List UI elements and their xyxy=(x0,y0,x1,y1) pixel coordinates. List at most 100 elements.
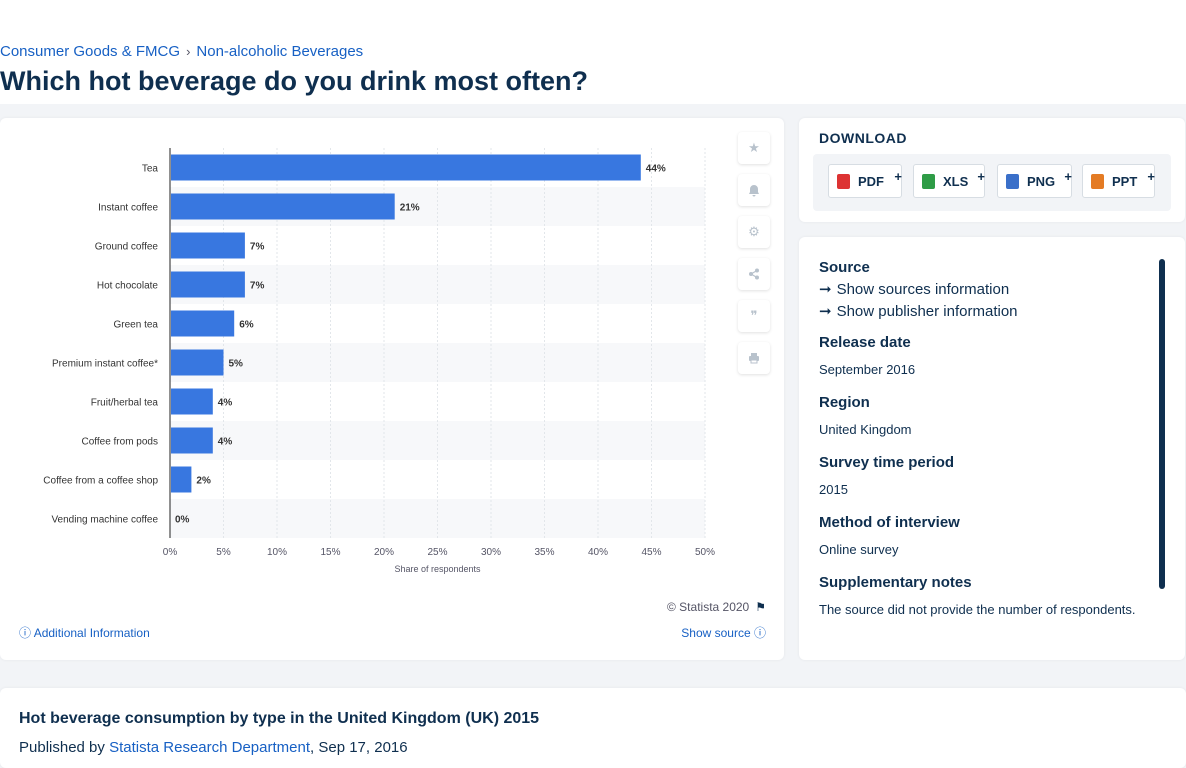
bar xyxy=(171,349,224,376)
release-date-label: Release date xyxy=(819,334,911,351)
category-label: Vending machine coffee xyxy=(51,515,158,526)
category-label: Hot chocolate xyxy=(97,281,159,292)
x-tick-label: 25% xyxy=(427,547,447,558)
quote-icon[interactable]: ❞ xyxy=(738,300,770,332)
x-tick-label: 5% xyxy=(216,547,231,558)
bar xyxy=(171,466,192,493)
show-source-link[interactable]: Show source ⓘ xyxy=(681,624,766,641)
bar xyxy=(171,427,213,454)
download-xls-button[interactable]: XLS + xyxy=(913,164,985,198)
category-label: Green tea xyxy=(114,320,159,331)
plus-icon: + xyxy=(977,169,985,184)
arrow-right-icon: ➞ xyxy=(819,303,832,320)
category-label: Premium instant coffee* xyxy=(52,359,158,370)
x-tick-label: 35% xyxy=(534,547,554,558)
chart-tools: ★ ⚙ ❞ xyxy=(738,132,770,384)
bar xyxy=(171,271,245,298)
published-by-label: Published by xyxy=(19,739,105,756)
category-label: Ground coffee xyxy=(95,242,159,253)
data-label: 21% xyxy=(400,203,420,214)
show-sources-link[interactable]: ➞ Show sources information xyxy=(819,280,1149,298)
x-tick-label: 30% xyxy=(481,547,501,558)
download-pdf-label: PDF xyxy=(858,173,884,189)
bar xyxy=(171,232,245,259)
data-label: 7% xyxy=(250,242,265,253)
download-card: DOWNLOAD PDF + XLS + PNG + PPT + xyxy=(799,118,1185,222)
bar-chart: 0% 5% 10% 15% 20% 25% 30% 35% 40% 45% 50% Tea 44% Ins… xyxy=(43,148,715,574)
bell-icon[interactable] xyxy=(738,174,770,206)
x-tick-label: 50% xyxy=(695,547,715,558)
png-icon xyxy=(1006,173,1019,189)
category-label: Instant coffee xyxy=(98,203,158,214)
bar xyxy=(171,388,213,415)
x-tick-label: 10% xyxy=(267,547,287,558)
additional-info-link[interactable]: ⓘ Additional Information xyxy=(19,624,150,641)
breadcrumb: Consumer Goods & FMCG › Non-alcoholic Be… xyxy=(0,43,363,60)
published-by: Published by Statista Research Departmen… xyxy=(19,739,408,756)
x-axis-title: Share of respondents xyxy=(394,564,481,574)
plus-icon: + xyxy=(894,169,902,184)
download-xls-label: XLS xyxy=(943,173,969,189)
survey-period-value: 2015 xyxy=(819,482,848,497)
show-publisher-link[interactable]: ➞ Show publisher information xyxy=(819,302,1149,320)
data-label: 0% xyxy=(175,515,190,526)
data-label: 2% xyxy=(196,476,211,487)
statistic-title: Hot beverage consumption by type in the … xyxy=(19,710,540,727)
breadcrumb-item-subcategory[interactable]: Non-alcoholic Beverages xyxy=(196,43,364,60)
download-title: DOWNLOAD xyxy=(819,130,907,146)
download-png-button[interactable]: PNG + xyxy=(997,164,1072,198)
bar xyxy=(171,154,641,181)
statistic-info-card: Hot beverage consumption by type in the … xyxy=(0,688,1186,768)
data-label: 4% xyxy=(218,398,233,409)
breadcrumb-item-category[interactable]: Consumer Goods & FMCG xyxy=(0,43,181,60)
copyright-text: © Statista 2020 xyxy=(667,600,750,614)
publisher-link[interactable]: Statista Research Department xyxy=(109,739,311,756)
download-png-label: PNG xyxy=(1027,173,1056,189)
method-value: Online survey xyxy=(819,542,899,557)
region-label: Region xyxy=(819,394,870,411)
bar xyxy=(171,310,235,337)
source-card: Source ➞ Show sources information ➞ Show p… xyxy=(799,237,1185,660)
gear-icon[interactable]: ⚙ xyxy=(738,216,770,248)
chart-card: 0% 5% 10% 15% 20% 25% 30% 35% 40% 45% 50% Tea 44% Ins… xyxy=(0,118,784,660)
data-label: 7% xyxy=(250,281,265,292)
publish-date: , Sep 17, 2016 xyxy=(310,739,408,756)
download-pdf-button[interactable]: PDF + xyxy=(828,164,902,198)
info-icon: ⓘ xyxy=(19,626,32,640)
plus-icon: + xyxy=(1147,169,1155,184)
data-label: 6% xyxy=(239,320,254,331)
notes-label: Supplementary notes xyxy=(819,574,972,591)
additional-info-label: Additional Information xyxy=(33,626,150,640)
copyright: © Statista 2020 ⚑ xyxy=(667,600,766,614)
data-label: 4% xyxy=(218,437,233,448)
category-label: Fruit/herbal tea xyxy=(91,398,159,409)
page-title: Which hot beverage do you drink most oft… xyxy=(0,66,589,96)
download-ppt-button[interactable]: PPT + xyxy=(1082,164,1155,198)
region-value: United Kingdom xyxy=(819,422,912,437)
survey-period-label: Survey time period xyxy=(819,454,955,471)
show-source-label: Show source xyxy=(681,626,751,640)
scrollbar[interactable] xyxy=(1159,259,1165,589)
source-label: Source xyxy=(819,259,870,276)
data-label: 44% xyxy=(646,164,666,175)
flag-icon[interactable]: ⚑ xyxy=(755,600,766,614)
release-date-value: September 2016 xyxy=(819,362,916,377)
category-label: Coffee from pods xyxy=(81,437,158,448)
star-icon[interactable]: ★ xyxy=(738,132,770,164)
x-tick-label: 15% xyxy=(320,547,340,558)
method-label: Method of interview xyxy=(819,514,960,531)
share-icon[interactable] xyxy=(738,258,770,290)
chevron-right-icon: › xyxy=(186,44,191,59)
data-label: 5% xyxy=(229,359,244,370)
print-icon[interactable] xyxy=(738,342,770,374)
bar xyxy=(171,193,395,220)
xls-icon xyxy=(922,173,935,189)
arrow-right-icon: ➞ xyxy=(819,281,832,298)
show-publisher-label: Show publisher information xyxy=(836,303,1018,320)
x-tick-label: 20% xyxy=(374,547,394,558)
top-bar xyxy=(0,0,1186,104)
ppt-icon xyxy=(1091,173,1104,189)
show-sources-label: Show sources information xyxy=(836,281,1010,298)
pdf-icon xyxy=(837,173,850,189)
info-icon: ⓘ xyxy=(753,626,766,640)
